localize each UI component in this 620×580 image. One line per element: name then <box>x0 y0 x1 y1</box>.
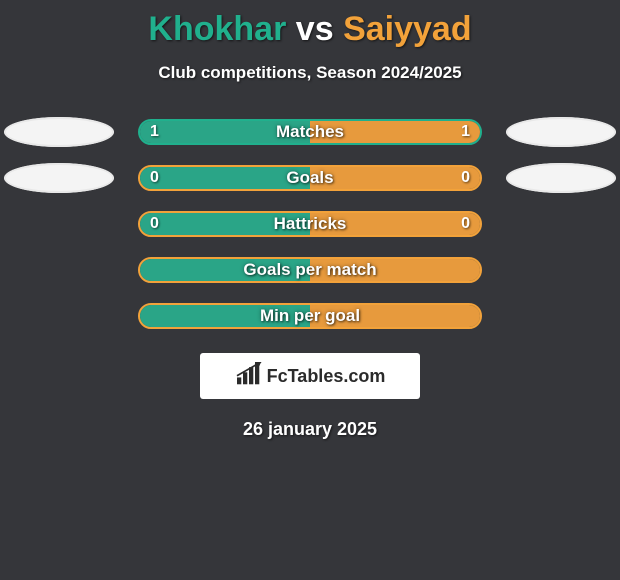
subtitle: Club competitions, Season 2024/2025 <box>0 63 620 83</box>
title-player2: Saiyyad <box>343 10 472 48</box>
stat-bar: Matches1 1 <box>138 119 482 145</box>
chart-icon <box>235 362 263 391</box>
stat-value-right: 0 <box>461 213 470 235</box>
ellipse-right <box>506 117 616 147</box>
title-vs: vs <box>296 10 334 48</box>
stat-label: Goals <box>140 167 480 189</box>
stat-value-left: 1 <box>150 121 159 143</box>
stat-label: Hattricks <box>140 213 480 235</box>
stat-label: Goals per match <box>140 259 480 281</box>
stat-label: Matches <box>140 121 480 143</box>
stat-bar: Hattricks0 0 <box>138 211 482 237</box>
stat-bar: Min per goal <box>138 303 482 329</box>
stat-row: Goals per match <box>0 257 620 285</box>
ellipse-right <box>506 163 616 193</box>
stats-container: Matches11Goals00Hattricks00Goals per mat… <box>0 119 620 331</box>
stat-value-left: 0 <box>150 167 159 189</box>
logo-text: FcTables.com <box>267 366 386 387</box>
stat-label: Min per goal <box>140 305 480 327</box>
stat-row: Goals0 0 <box>0 165 620 193</box>
logo-box: FcTables.com <box>200 353 420 399</box>
title-player1: Khokhar <box>148 10 286 48</box>
stat-value-right: 1 <box>461 121 470 143</box>
stat-value-right: 0 <box>461 167 470 189</box>
stat-bar: Goals per match <box>138 257 482 283</box>
date-text: 26 january 2025 <box>0 419 620 440</box>
ellipse-left <box>4 117 114 147</box>
stat-row: Matches1 1 <box>0 119 620 147</box>
stat-row: Min per goal <box>0 303 620 331</box>
stat-row: Hattricks0 0 <box>0 211 620 239</box>
ellipse-left <box>4 163 114 193</box>
page-title: Khokhar vs Saiyyad <box>0 0 620 49</box>
stat-bar: Goals0 0 <box>138 165 482 191</box>
stat-value-left: 0 <box>150 213 159 235</box>
